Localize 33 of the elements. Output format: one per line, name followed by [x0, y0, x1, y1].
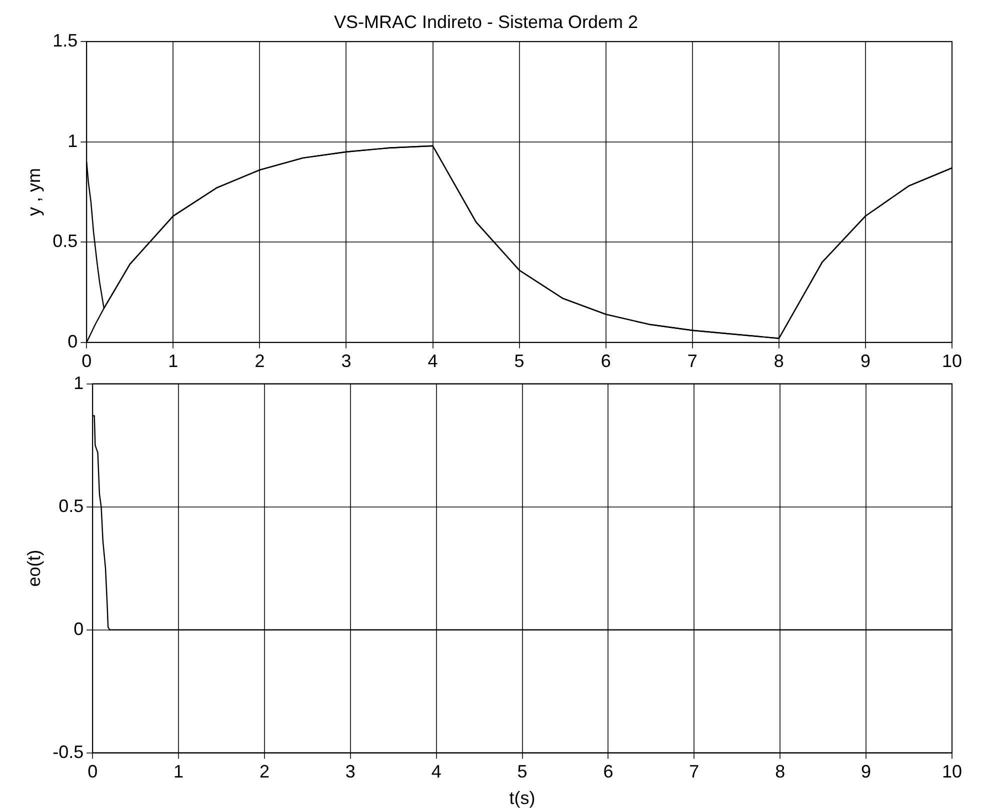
x-tick-label: 2: [254, 351, 265, 372]
x-tick-label: 7: [687, 351, 698, 372]
y-tick-label: 0: [74, 618, 84, 639]
x-tick-label: 4: [428, 351, 438, 372]
y-tick-label: 1.5: [52, 30, 78, 51]
x-tick-label: 1: [168, 351, 178, 372]
x-tick-label: 9: [860, 351, 870, 372]
x-tick-label: 9: [861, 762, 872, 782]
x-tick-label: 7: [689, 762, 700, 782]
x-tick-label: 3: [341, 351, 352, 372]
x-tick-label: 8: [775, 762, 786, 782]
y-tick-label: 1: [74, 372, 84, 393]
y-tick-label: 0.5: [52, 231, 78, 252]
x-axis-title: t(s): [509, 788, 536, 808]
x-tick-label: 3: [345, 762, 356, 782]
x-tick-label: 1: [174, 762, 184, 782]
y-tick-label: -0.5: [52, 742, 84, 762]
y-axis-title: eo(t): [24, 550, 44, 587]
x-tick-label: 0: [88, 762, 98, 782]
x-tick-label: 10: [942, 762, 962, 782]
x-tick-label: 10: [942, 351, 962, 372]
x-tick-label: 2: [259, 762, 270, 782]
y-tick-label: 0.5: [58, 496, 84, 516]
x-tick-label: 5: [517, 762, 528, 782]
x-tick-label: 6: [600, 351, 611, 372]
x-tick-label: 6: [603, 762, 614, 782]
chart-title: VS-MRAC Indireto - Sistema Ordem 2: [334, 12, 638, 32]
y-axis-title: y , ym: [24, 168, 44, 216]
x-tick-label: 8: [774, 351, 784, 372]
y-tick-label: 1: [68, 130, 78, 151]
y-tick-label: 0: [68, 331, 78, 352]
x-tick-label: 5: [514, 351, 524, 372]
x-tick-label: 4: [431, 762, 442, 782]
